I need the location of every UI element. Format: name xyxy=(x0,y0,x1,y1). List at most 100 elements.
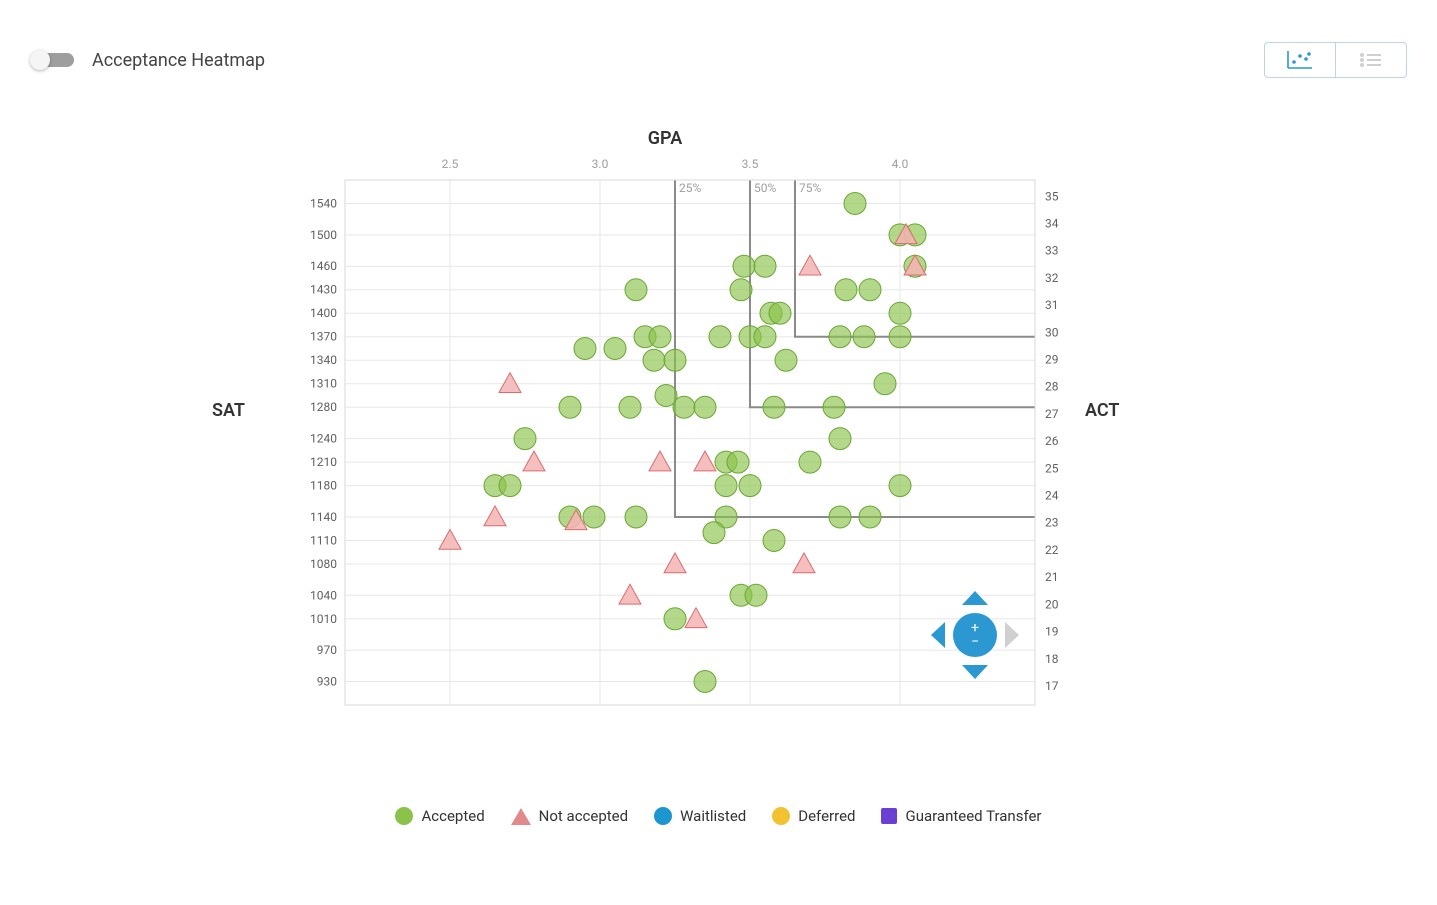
legend-swatch xyxy=(654,807,672,825)
left-axis-title: SAT xyxy=(212,400,245,421)
accepted-point[interactable] xyxy=(889,326,911,348)
accepted-point[interactable] xyxy=(799,451,821,473)
accepted-point[interactable] xyxy=(604,337,626,359)
accepted-point[interactable] xyxy=(730,279,752,301)
accepted-point[interactable] xyxy=(574,337,596,359)
list-view-button[interactable] xyxy=(1336,43,1406,77)
accepted-point[interactable] xyxy=(703,522,725,544)
list-icon xyxy=(1359,52,1383,68)
accepted-point[interactable] xyxy=(844,193,866,215)
pan-up-button[interactable] xyxy=(962,591,988,605)
legend-item[interactable]: Accepted xyxy=(395,807,484,825)
accepted-point[interactable] xyxy=(859,279,881,301)
accepted-point[interactable] xyxy=(625,279,647,301)
act-tick-label: 33 xyxy=(1045,244,1059,258)
pan-left-button[interactable] xyxy=(931,622,945,648)
percentile-label: 25% xyxy=(679,181,701,195)
accepted-point[interactable] xyxy=(715,475,737,497)
accepted-point[interactable] xyxy=(664,608,686,630)
accepted-point[interactable] xyxy=(763,396,785,418)
top-axis-title: GPA xyxy=(648,128,682,149)
act-tick-label: 24 xyxy=(1045,489,1059,503)
legend-label: Deferred xyxy=(798,807,855,825)
gpa-tick-label: 4.0 xyxy=(892,157,909,171)
sat-tick-label: 1140 xyxy=(310,510,337,524)
view-mode-toggle xyxy=(1264,42,1407,78)
legend-label: Waitlisted xyxy=(680,807,746,825)
legend-item[interactable]: Guaranteed Transfer xyxy=(881,807,1041,825)
act-tick-label: 26 xyxy=(1045,434,1059,448)
accepted-point[interactable] xyxy=(829,428,851,450)
accepted-point[interactable] xyxy=(769,302,791,324)
sat-tick-label: 1540 xyxy=(310,197,337,211)
accepted-point[interactable] xyxy=(625,506,647,528)
act-tick-label: 35 xyxy=(1045,189,1059,203)
act-tick-label: 25 xyxy=(1045,461,1059,475)
legend-swatch xyxy=(395,807,413,825)
accepted-point[interactable] xyxy=(829,326,851,348)
zoom-buttons[interactable]: + − xyxy=(953,613,997,657)
legend-swatch xyxy=(881,808,897,824)
accepted-point[interactable] xyxy=(874,373,896,395)
accepted-point[interactable] xyxy=(754,326,776,348)
toggle-knob xyxy=(30,50,50,70)
accepted-point[interactable] xyxy=(649,326,671,348)
accepted-point[interactable] xyxy=(829,506,851,528)
accepted-point[interactable] xyxy=(754,255,776,277)
act-tick-label: 18 xyxy=(1045,652,1059,666)
accepted-point[interactable] xyxy=(889,302,911,324)
act-tick-label: 23 xyxy=(1045,516,1059,530)
accepted-point[interactable] xyxy=(823,396,845,418)
sat-tick-label: 1340 xyxy=(310,353,337,367)
chart-container: GPA SAT ACT 2.53.03.54.09309701010104010… xyxy=(250,130,1080,750)
accepted-point[interactable] xyxy=(673,396,695,418)
accepted-point[interactable] xyxy=(514,428,536,450)
scatter-view-button[interactable] xyxy=(1265,43,1336,77)
accepted-point[interactable] xyxy=(739,475,761,497)
legend-swatch xyxy=(511,808,531,825)
pan-right-button[interactable] xyxy=(1005,622,1019,648)
accepted-point[interactable] xyxy=(619,396,641,418)
accepted-point[interactable] xyxy=(664,349,686,371)
scatter-chart[interactable]: 2.53.03.54.09309701010104010801110114011… xyxy=(250,130,1080,750)
legend-item[interactable]: Waitlisted xyxy=(654,807,746,825)
accepted-point[interactable] xyxy=(694,396,716,418)
act-tick-label: 17 xyxy=(1045,679,1059,693)
zoom-out-label: − xyxy=(971,635,979,649)
pan-down-button[interactable] xyxy=(962,665,988,679)
act-tick-label: 30 xyxy=(1045,325,1059,339)
accepted-point[interactable] xyxy=(889,475,911,497)
act-tick-label: 19 xyxy=(1045,625,1059,639)
accepted-point[interactable] xyxy=(727,451,749,473)
sat-tick-label: 1310 xyxy=(310,377,337,391)
sat-tick-label: 1080 xyxy=(310,557,337,571)
accepted-point[interactable] xyxy=(643,349,665,371)
sat-tick-label: 970 xyxy=(317,643,337,657)
accepted-point[interactable] xyxy=(709,326,731,348)
accepted-point[interactable] xyxy=(859,506,881,528)
accepted-point[interactable] xyxy=(583,506,605,528)
legend: Accepted Not accepted Waitlisted Deferred Gu… xyxy=(0,807,1437,825)
sat-tick-label: 1400 xyxy=(310,306,337,320)
accepted-point[interactable] xyxy=(853,326,875,348)
sat-tick-label: 1430 xyxy=(310,283,337,297)
act-tick-label: 28 xyxy=(1045,380,1059,394)
accepted-point[interactable] xyxy=(694,670,716,692)
accepted-point[interactable] xyxy=(835,279,857,301)
legend-item[interactable]: Not accepted xyxy=(511,807,628,825)
sat-tick-label: 1500 xyxy=(310,228,337,242)
accepted-point[interactable] xyxy=(775,349,797,371)
accepted-point[interactable] xyxy=(733,255,755,277)
accepted-point[interactable] xyxy=(745,584,767,606)
gpa-tick-label: 2.5 xyxy=(442,157,459,171)
act-tick-label: 31 xyxy=(1045,298,1059,312)
heatmap-toggle[interactable] xyxy=(30,49,74,71)
accepted-point[interactable] xyxy=(499,475,521,497)
accepted-point[interactable] xyxy=(559,396,581,418)
heatmap-toggle-label: Acceptance Heatmap xyxy=(92,50,265,71)
percentile-label: 75% xyxy=(799,181,821,195)
sat-tick-label: 1210 xyxy=(310,455,337,469)
right-axis-title: ACT xyxy=(1085,400,1119,421)
accepted-point[interactable] xyxy=(763,529,785,551)
legend-item[interactable]: Deferred xyxy=(772,807,855,825)
